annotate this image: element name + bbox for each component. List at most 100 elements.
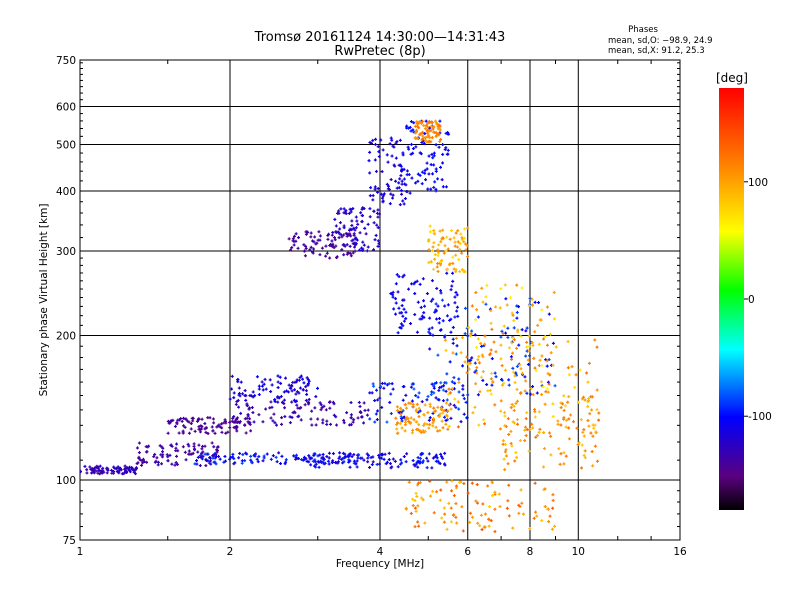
data-point [297,415,299,419]
data-point [411,382,413,386]
data-point [430,260,432,264]
data-point [422,137,424,141]
data-point [254,394,256,398]
y-tick-label: 600 [56,102,76,114]
data-point [404,423,407,427]
x-axis-label: Frequency [MHz] [336,558,424,570]
data-point [291,384,293,388]
data-point [143,460,145,464]
data-point [398,275,400,278]
data-point [351,455,353,458]
data-point [444,338,447,342]
data-point [558,447,560,451]
data-point [541,384,543,388]
data-point [562,402,564,406]
data-point [432,156,434,160]
x-tick-label: 16 [673,546,687,558]
data-point [438,321,440,325]
data-point [454,301,456,305]
data-point [445,185,448,189]
data-point [95,469,97,473]
data-point [447,148,449,152]
data-point [376,388,378,392]
data-point [552,415,554,418]
data-point [468,325,470,329]
data-point [439,429,441,433]
data-point [528,304,530,308]
data-point [435,169,437,173]
data-point [300,458,303,461]
data-point [356,219,358,223]
data-point [481,353,483,357]
data-point [427,459,429,463]
data-point [399,326,401,329]
data-point [155,459,157,463]
data-point [435,309,438,313]
data-point [405,420,407,424]
data-point [317,454,319,458]
data-point [423,299,425,303]
data-point [321,406,323,410]
data-point [426,129,428,133]
data-point [334,238,336,242]
data-point [400,458,402,462]
data-point [522,512,525,516]
data-point [437,253,439,257]
data-point [570,413,572,417]
data-point [432,249,434,253]
data-point [526,391,528,395]
data-point [418,406,420,410]
data-point [382,194,384,198]
data-point [543,488,545,492]
data-point [512,313,514,317]
data-point [516,399,519,403]
data-point [356,238,358,242]
data-point [334,217,336,221]
data-point [397,409,399,412]
data-point [568,417,570,421]
data-point [415,509,417,513]
data-point [424,521,426,525]
data-point [593,426,595,430]
data-point [416,402,418,406]
data-point [113,471,115,475]
data-point [194,429,196,433]
data-point [476,308,478,312]
data-point [432,421,434,425]
data-point [426,167,428,171]
data-point [596,388,598,392]
data-point [332,244,334,248]
data-point [406,126,408,130]
data-point [245,394,247,398]
data-point [398,186,400,190]
data-point [387,160,389,164]
data-point [360,211,362,215]
data-point [320,459,322,463]
data-point [253,454,255,457]
data-point [478,423,480,427]
data-point [505,331,507,335]
data-point [247,420,249,424]
data-point [129,465,131,469]
data-point [377,409,379,413]
data-point [532,393,534,397]
data-point [362,248,364,252]
data-point [401,417,403,420]
data-point [513,319,515,322]
data-point [391,382,393,386]
data-point [464,227,466,231]
data-point [406,452,408,456]
data-point [512,366,514,370]
data-point [527,358,529,362]
data-point [529,354,531,358]
data-point [455,270,457,274]
data-point [368,453,370,457]
data-point [319,453,321,457]
data-point [350,413,353,417]
data-point [434,455,436,459]
data-point [461,251,463,255]
data-point [406,190,408,193]
data-point [236,400,238,403]
data-point [508,483,510,487]
data-point [396,405,399,409]
